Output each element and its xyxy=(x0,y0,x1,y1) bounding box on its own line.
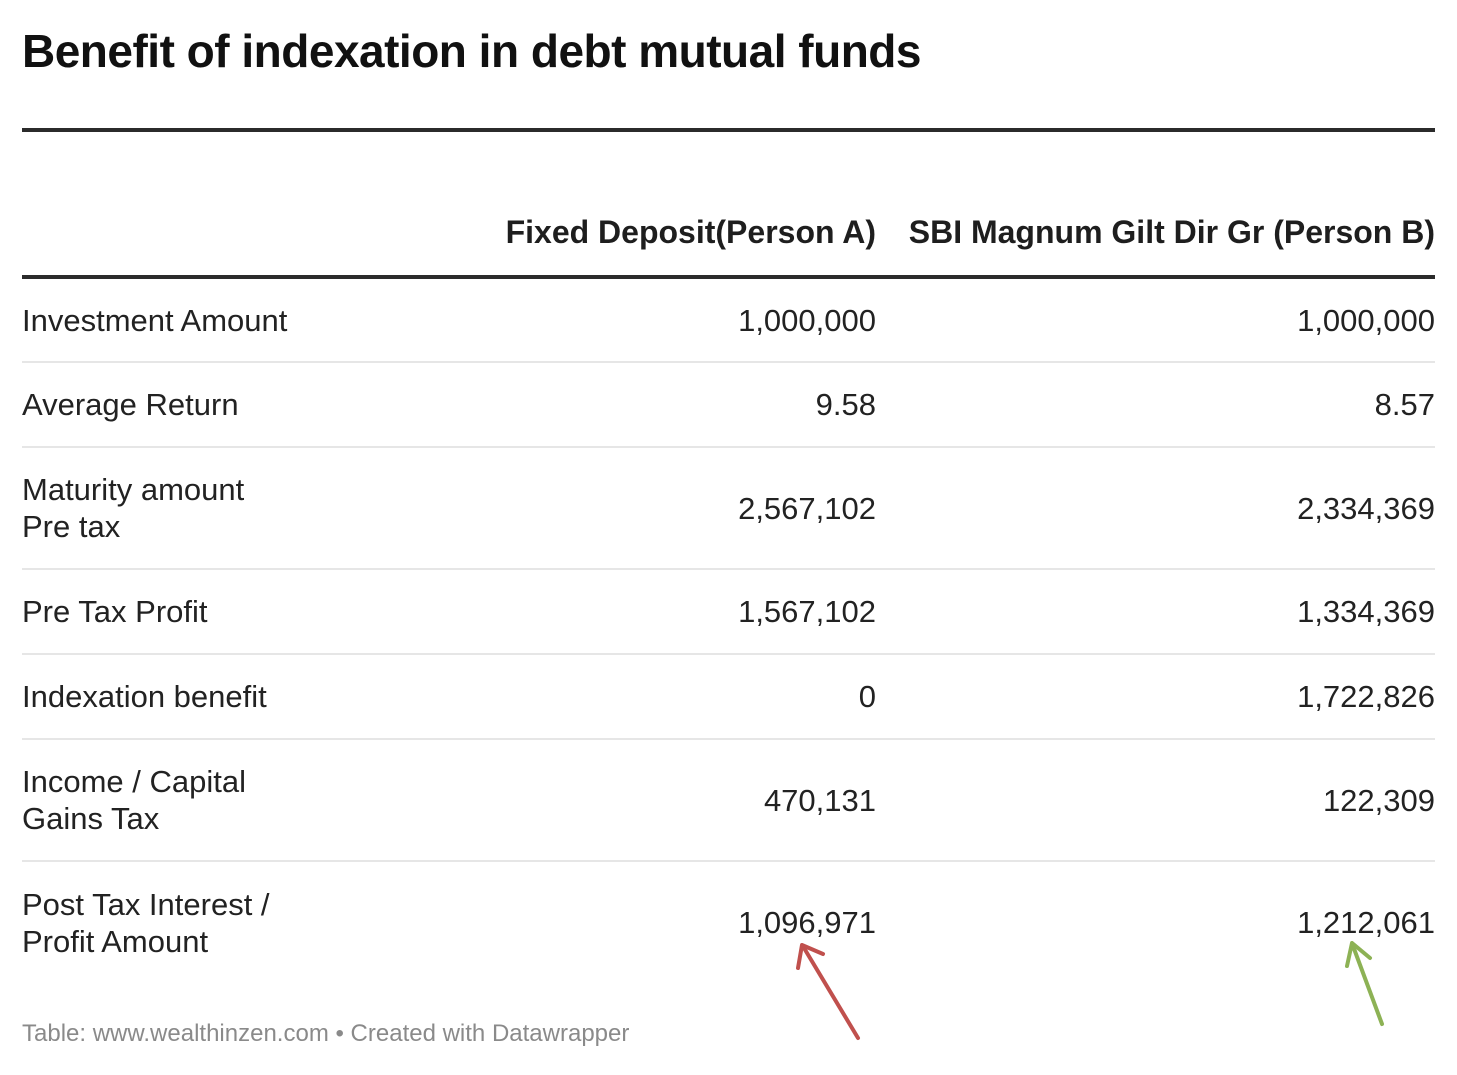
table-title: Benefit of indexation in debt mutual fun… xyxy=(22,25,921,77)
cell-fixed-deposit: 1,567,102 xyxy=(492,569,876,655)
cell-fixed-deposit: 0 xyxy=(492,654,876,740)
cell-sbi-magnum-gilt: 122,309 xyxy=(876,739,1435,862)
row-label: Investment Amount xyxy=(22,277,492,363)
cell-sbi-magnum-gilt: 1,212,061 xyxy=(1297,905,1435,940)
row-label: Average Return xyxy=(22,362,492,448)
cell-fixed-deposit: 1,096,971 xyxy=(738,905,876,940)
row-label: Post Tax Interest / Profit Amount xyxy=(22,886,270,959)
cell-fixed-deposit: 2,567,102 xyxy=(492,447,876,570)
cell-fixed-deposit: 9.58 xyxy=(492,362,876,448)
table-footer: Table: www.wealthinzen.com • Created wit… xyxy=(22,1020,630,1047)
table-header-row: Fixed Deposit(Person A) SBI Magnum Gilt … xyxy=(22,130,1435,277)
column-header-label xyxy=(22,130,492,277)
cell-sbi-magnum-gilt: 1,000,000 xyxy=(876,277,1435,363)
table-row: Indexation benefit 0 1,722,826 xyxy=(22,654,1435,740)
table-row: Post Tax Interest / Profit Amount 1,096,… xyxy=(22,861,1435,983)
row-label: Income / Capital Gains Tax xyxy=(22,739,492,862)
column-header-sbi-magnum-gilt: SBI Magnum Gilt Dir Gr (Person B) xyxy=(908,214,1435,250)
table-row: Income / Capital Gains Tax 470,131 122,3… xyxy=(22,739,1435,862)
table-row: Pre Tax Profit 1,567,102 1,334,369 xyxy=(22,569,1435,655)
row-label: Maturity amount Pre tax xyxy=(22,447,492,570)
table-row: Maturity amount Pre tax 2,567,102 2,334,… xyxy=(22,447,1435,570)
cell-fixed-deposit: 1,000,000 xyxy=(492,277,876,363)
comparison-table: Fixed Deposit(Person A) SBI Magnum Gilt … xyxy=(22,128,1435,983)
cell-sbi-magnum-gilt: 2,334,369 xyxy=(876,447,1435,570)
table-row: Average Return 9.58 8.57 xyxy=(22,362,1435,448)
cell-sbi-magnum-gilt: 8.57 xyxy=(876,362,1435,448)
cell-sbi-magnum-gilt: 1,334,369 xyxy=(876,569,1435,655)
table-row: Investment Amount 1,000,000 1,000,000 xyxy=(22,277,1435,363)
row-label: Pre Tax Profit xyxy=(22,569,492,655)
row-label: Indexation benefit xyxy=(22,654,492,740)
cell-sbi-magnum-gilt: 1,722,826 xyxy=(876,654,1435,740)
column-header-fixed-deposit: Fixed Deposit(Person A) xyxy=(505,214,876,250)
cell-fixed-deposit: 470,131 xyxy=(492,739,876,862)
